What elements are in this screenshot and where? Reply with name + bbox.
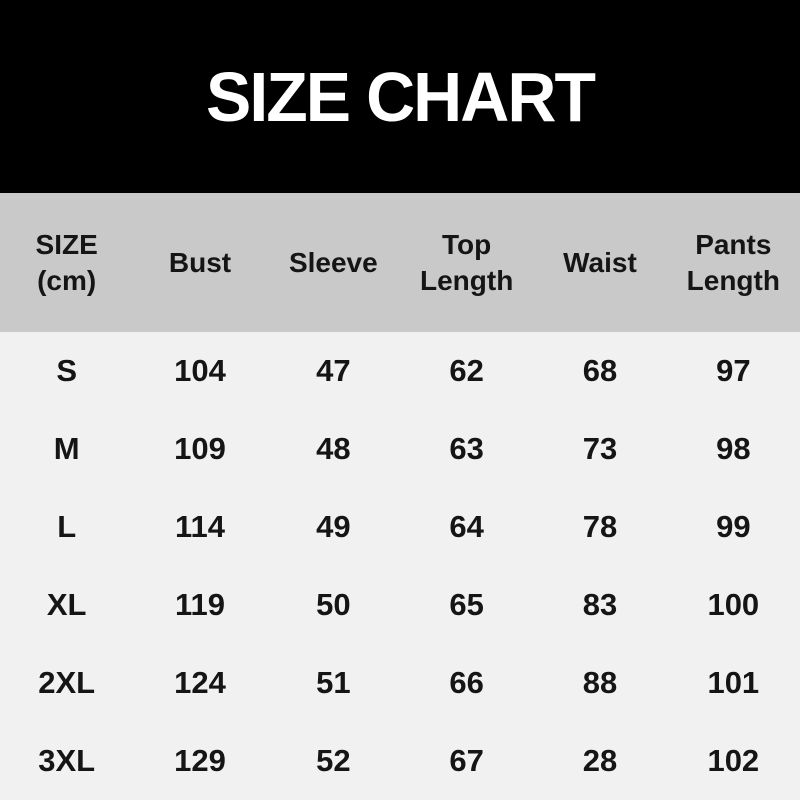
- cell-pants-length: 98: [716, 431, 751, 466]
- table-row-l: L 114 49 64 78 99: [0, 488, 800, 566]
- column-header-top-length: Top Length: [420, 228, 514, 296]
- cell-bust: 124: [174, 665, 226, 700]
- cell-top-length: 65: [449, 587, 484, 622]
- column-header-bust: Bust: [168, 246, 232, 278]
- title-banner: SIZE CHART: [0, 0, 800, 193]
- cell-sleeve: 49: [316, 509, 351, 544]
- cell-size: S: [56, 353, 77, 388]
- table-row-3xl: 3XL 129 52 67 28 102: [0, 722, 800, 800]
- cell-bust: 129: [174, 743, 226, 778]
- cell-sleeve: 48: [316, 431, 351, 466]
- cell-bust: 119: [174, 587, 225, 622]
- cell-waist: 73: [582, 431, 618, 466]
- cell-sleeve: 50: [316, 587, 351, 622]
- table-row-s: S 104 47 62 68 97: [0, 332, 800, 410]
- cell-waist: 28: [582, 743, 618, 778]
- cell-size: XL: [46, 587, 87, 622]
- page-title: SIZE CHART: [206, 57, 596, 136]
- column-header-sleeve: Sleeve: [288, 246, 378, 278]
- cell-size: L: [57, 509, 77, 544]
- cell-pants-length: 100: [707, 587, 760, 622]
- cell-pants-length: 102: [707, 743, 760, 778]
- cell-top-length: 64: [449, 509, 484, 544]
- cell-waist: 83: [582, 587, 618, 622]
- cell-top-length: 62: [449, 353, 484, 388]
- cell-bust: 114: [174, 509, 225, 544]
- cell-sleeve: 52: [316, 743, 351, 778]
- cell-pants-length: 101: [707, 665, 760, 700]
- cell-pants-length: 99: [716, 509, 751, 544]
- table-row-xl: XL 119 50 65 83 100: [0, 566, 800, 644]
- table-row-m: M 109 48 63 73 98: [0, 410, 800, 488]
- column-header-pants-length: Pants Length: [686, 228, 780, 296]
- cell-size: 2XL: [38, 665, 96, 700]
- cell-waist: 68: [582, 353, 618, 388]
- cell-top-length: 67: [449, 743, 484, 778]
- cell-bust: 109: [174, 431, 226, 466]
- cell-size: 3XL: [38, 743, 96, 778]
- cell-sleeve: 51: [316, 665, 351, 700]
- table-header-row: SIZE (cm) Bust Sleeve Top Length Waist P…: [0, 193, 800, 332]
- cell-top-length: 66: [449, 665, 484, 700]
- cell-waist: 78: [582, 509, 618, 544]
- table-row-2xl: 2XL 124 51 66 88 101: [0, 644, 800, 722]
- cell-sleeve: 47: [316, 353, 351, 388]
- cell-waist: 88: [582, 665, 618, 700]
- column-header-waist: Waist: [563, 246, 637, 278]
- cell-top-length: 63: [449, 431, 484, 466]
- cell-pants-length: 97: [716, 353, 751, 388]
- cell-bust: 104: [174, 353, 226, 388]
- cell-size: M: [53, 431, 80, 466]
- column-header-size: SIZE (cm): [35, 228, 98, 296]
